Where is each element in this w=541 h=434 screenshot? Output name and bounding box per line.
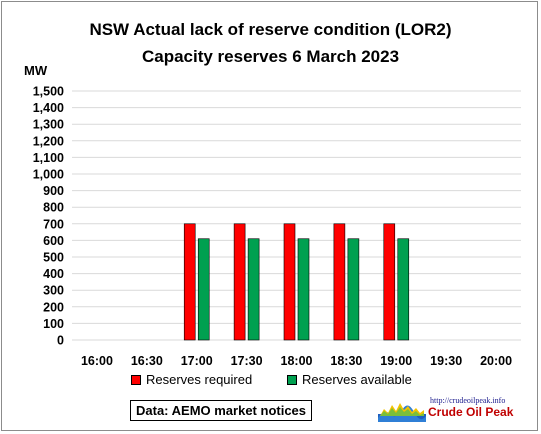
bar-reserves-available: [347, 238, 360, 341]
x-tick-label: 17:30: [231, 354, 263, 368]
y-tick-label: 500: [43, 251, 64, 265]
bar-reserves-required: [283, 223, 296, 341]
x-tick-label: 16:30: [131, 354, 163, 368]
chart-title: NSW Actual lack of reserve condition (LO…: [89, 20, 452, 39]
data-source-note: Data: AEMO market notices: [130, 400, 313, 421]
x-tick-label: 18:00: [281, 354, 313, 368]
legend-item-required: Reserves required: [131, 372, 252, 387]
y-tick-label: 300: [43, 284, 64, 298]
x-tick-label: 18:30: [330, 354, 362, 368]
y-tick-label: 1,400: [33, 101, 64, 115]
y-axis-unit: MW: [24, 63, 48, 78]
legend-item-available: Reserves available: [287, 372, 412, 387]
gridlines: [72, 90, 521, 341]
y-tick-label: 600: [43, 234, 64, 248]
y-tick-label: 1,300: [33, 118, 64, 132]
bar-reserves-required: [333, 223, 346, 341]
y-tick-label: 900: [43, 184, 64, 198]
bar-reserves-required: [233, 223, 246, 341]
y-tick-label: 400: [43, 267, 64, 281]
logo-name: Crude Oil Peak: [428, 405, 514, 419]
x-tick-labels: 16:00 16:30 17:00 17:30 18:00 18:30 19:00 19:30…: [81, 354, 512, 368]
x-tick-label: 19:00: [380, 354, 412, 368]
crude-oil-peak-logo[interactable]: http://crudeoilpeak.info Crude Oil Peak: [378, 396, 528, 424]
y-tick-label: 100: [43, 317, 64, 331]
legend-label-required: Reserves required: [146, 372, 253, 387]
y-tick-label: 1,100: [33, 151, 64, 165]
bar-reserves-available: [297, 238, 310, 341]
chart-subtitle: Capacity reserves 6 March 2023: [141, 47, 400, 66]
x-tick-label: 20:00: [480, 354, 512, 368]
bar-reserves-required: [383, 223, 396, 341]
legend: Reserves required Reserves available: [0, 372, 541, 390]
bar-reserves-available: [397, 238, 410, 341]
bars: [183, 223, 410, 341]
x-tick-label: 17:00: [181, 354, 213, 368]
oil-peak-logo-icon: [378, 403, 426, 422]
y-tick-label: 1,200: [33, 134, 64, 148]
bar-reserves-required: [183, 223, 196, 341]
y-tick-label: 700: [43, 217, 64, 231]
x-tick-label: 19:30: [430, 354, 462, 368]
x-tick-label: 16:00: [81, 354, 113, 368]
logo-url[interactable]: http://crudeoilpeak.info: [430, 396, 506, 405]
y-tick-label: 800: [43, 201, 64, 215]
y-tick-label: 1,000: [33, 168, 64, 182]
y-tick-label: 1,500: [33, 85, 64, 99]
legend-swatch-required: [131, 374, 141, 385]
y-tick-label: 200: [43, 300, 64, 314]
legend-swatch-available: [287, 374, 297, 385]
legend-label-available: Reserves available: [302, 372, 412, 387]
bar-reserves-available: [197, 238, 210, 341]
y-tick-labels: 0 100 200 300 400 500 600 700 800 900 1,000 1,100 1,…: [33, 85, 64, 348]
y-tick-label: 0: [57, 334, 64, 348]
bar-reserves-available: [247, 238, 260, 341]
